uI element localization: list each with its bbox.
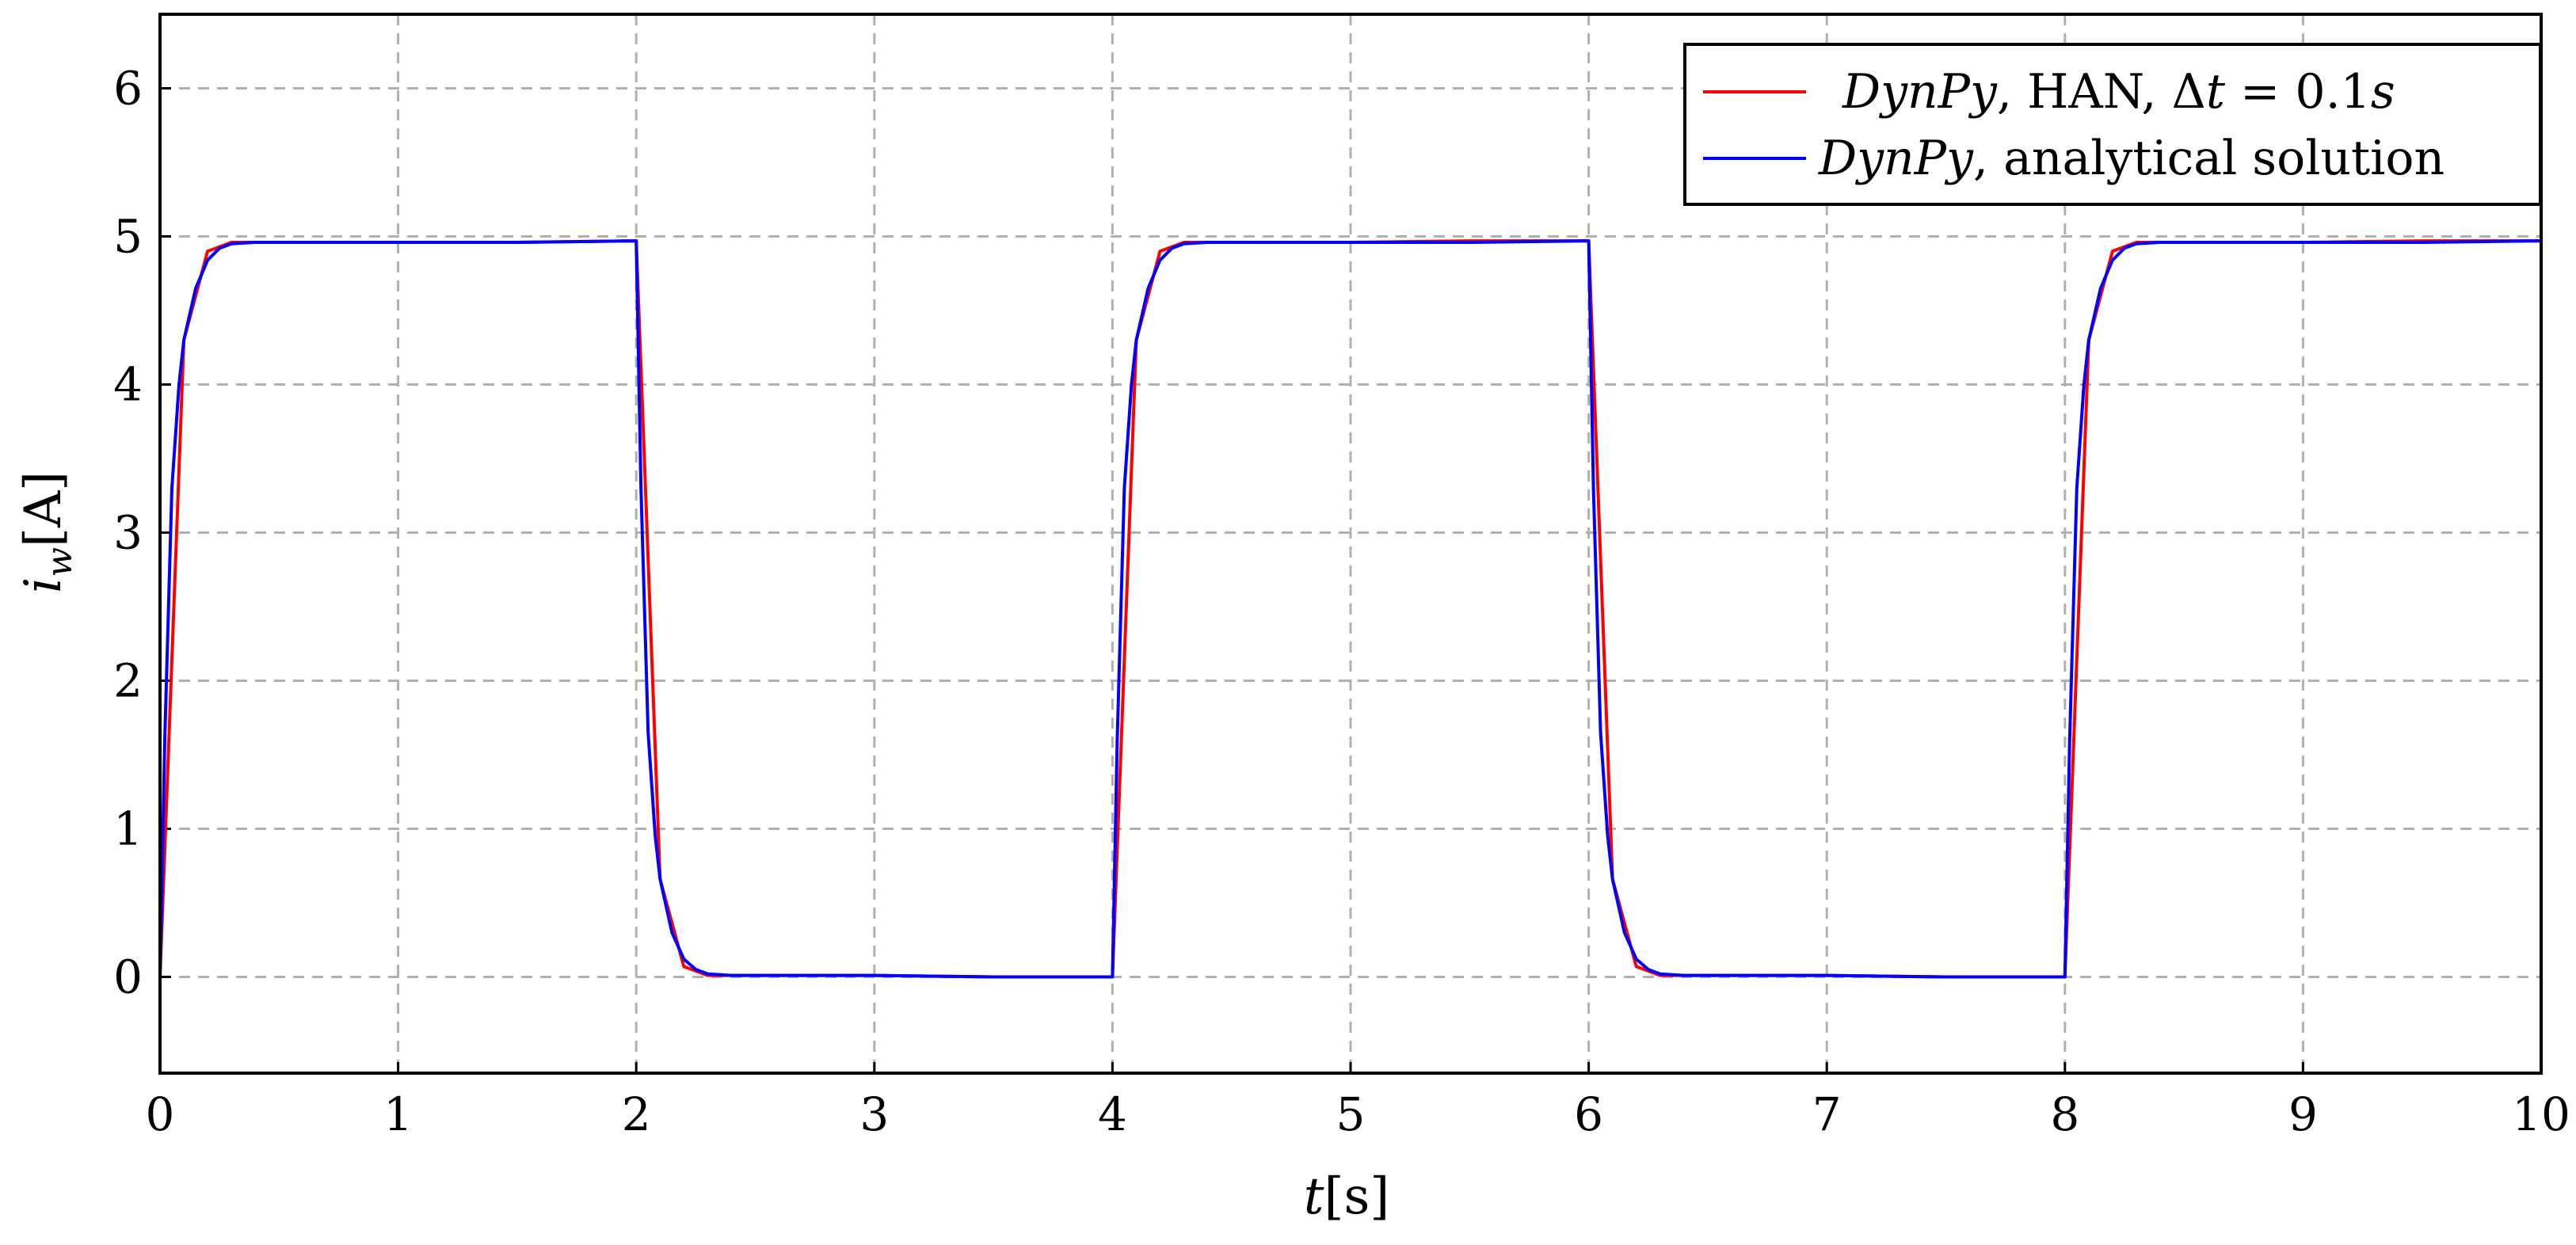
x-tick-label: 1	[383, 1087, 413, 1141]
x-tick-label: 4	[1098, 1087, 1127, 1141]
x-tick-label: 8	[2050, 1087, 2079, 1141]
legend-label-han: DynPy, HAN, Δt = 0.1s	[1842, 64, 2395, 120]
y-axis-title: iw[A]	[14, 471, 80, 593]
x-axis-var: t	[1304, 1167, 1324, 1226]
y-tick-label: 5	[113, 209, 143, 263]
y-axis-unit: [A]	[14, 471, 73, 547]
legend-0-math2: s	[2371, 64, 2395, 120]
x-tick-label: 10	[2512, 1087, 2570, 1141]
y-tick-label: 4	[113, 357, 143, 411]
series-group	[158, 239, 2542, 979]
x-tick-label: 3	[859, 1087, 889, 1141]
x-tick-label: 6	[1574, 1087, 1603, 1141]
legend: DynPy, HAN, Δt = 0.1s DynPy, analytical …	[1683, 43, 2542, 206]
x-axis-title: t[s]	[1304, 1167, 1390, 1226]
x-tick-label: 9	[2288, 1087, 2318, 1141]
legend-0-rest: , HAN, Δ	[1997, 64, 2206, 120]
y-tick-label: 6	[113, 61, 143, 115]
y-axis-var: i	[14, 577, 73, 593]
x-tick-label: 7	[1812, 1087, 1842, 1141]
x-tick-label: 5	[1336, 1087, 1366, 1141]
legend-1-italic: DynPy	[1818, 131, 1974, 186]
x-tick-label: 2	[622, 1087, 651, 1141]
x-tick-label: 0	[146, 1087, 175, 1141]
legend-box	[1683, 43, 2542, 206]
legend-0-math: t	[2206, 64, 2226, 120]
series-line-analytical	[158, 239, 2542, 979]
x-tick-labels: 0 1 2 3 4 5 6 7 8 9 10	[146, 1087, 2570, 1141]
plot-frame	[158, 13, 2543, 1075]
y-axis-sub: w	[40, 547, 80, 577]
y-tick-label: 3	[113, 505, 143, 559]
y-tick-label: 2	[113, 653, 143, 707]
legend-0-rest2: = 0.1	[2225, 64, 2371, 120]
y-tick-label: 0	[113, 950, 143, 1003]
legend-label-analytical: DynPy, analytical solution	[1818, 131, 2445, 186]
x-axis-unit: [s]	[1324, 1167, 1389, 1226]
legend-1-rest: , analytical solution	[1973, 131, 2445, 186]
y-tick-label: 1	[113, 801, 143, 855]
legend-0-italic: DynPy	[1842, 64, 1998, 120]
y-tick-labels: 0 1 2 3 4 5 6	[113, 61, 143, 1003]
